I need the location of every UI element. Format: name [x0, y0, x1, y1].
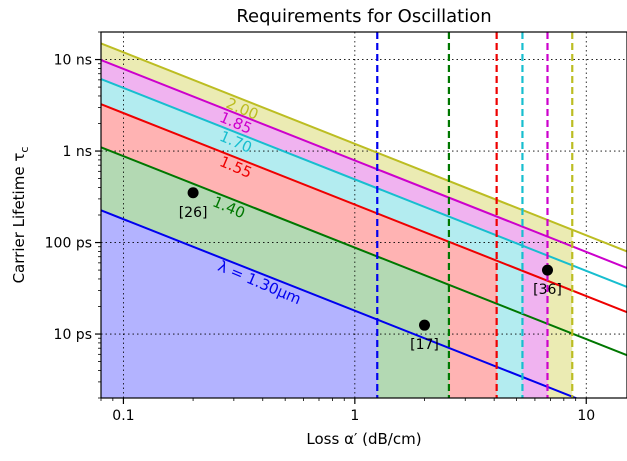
y-axis-label-subscript: c [18, 147, 31, 153]
y-axis-label-main: Carrier Lifetime τ [10, 153, 28, 284]
region-fill-0 [101, 210, 378, 398]
chart-title: Requirements for Oscillation [236, 6, 491, 27]
cutoff-lines [376, 32, 574, 398]
series-lines [101, 42, 627, 398]
x-tick-label-1: 1 [350, 408, 359, 424]
x-tick-label-0: 0.1 [112, 408, 134, 424]
x-axis-ticks: 0.1 1 10 [100, 398, 595, 424]
y-tick-label-1: 100 ps [45, 236, 92, 252]
region-fills [101, 43, 573, 398]
series-line-1 [101, 146, 627, 357]
y-tick-label-3: 10 ns [54, 53, 92, 69]
data-point-1 [419, 319, 431, 331]
series-line-2 [101, 103, 627, 314]
data-point-label-0: [26] [179, 205, 208, 221]
y-axis-label: Carrier Lifetime τc [10, 147, 31, 284]
series-line-5 [101, 42, 627, 253]
x-axis-label: Loss α′ (dB/cm) [306, 430, 421, 448]
data-point-0 [187, 187, 199, 199]
data-point-label-1: [17] [410, 337, 439, 353]
series-line-3 [101, 78, 627, 288]
y-axis-ticks: 10 ps 100 ps 1 ns 10 ns [45, 31, 101, 399]
y-tick-label-2: 1 ns [62, 144, 92, 160]
data-point-label-2: [36] [533, 282, 562, 298]
data-points: [26] [17] [36] [179, 187, 562, 353]
x-tick-label-2: 10 [577, 408, 595, 424]
series-line-0 [101, 209, 579, 398]
y-tick-label-0: 10 ps [54, 327, 92, 343]
data-point-2 [541, 264, 553, 276]
series-line-4 [101, 59, 627, 269]
